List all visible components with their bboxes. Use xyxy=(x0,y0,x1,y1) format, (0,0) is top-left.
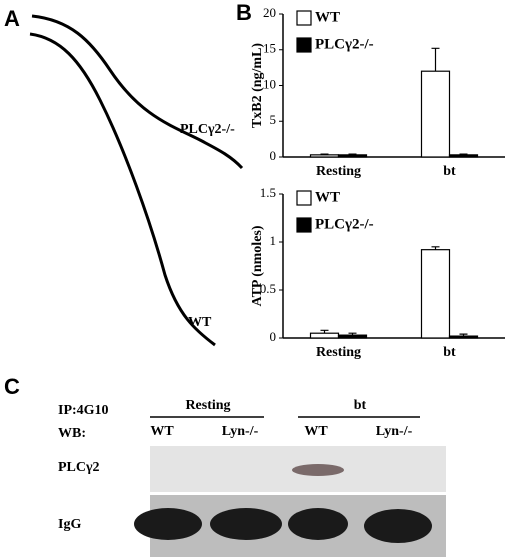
y-tick-label: 1.5 xyxy=(260,185,276,200)
y-tick-label: 20 xyxy=(263,5,276,20)
lane-label: WT xyxy=(150,424,174,439)
y-tick-label: 10 xyxy=(263,76,276,91)
band xyxy=(364,509,432,543)
panel-label: B xyxy=(236,0,252,25)
band xyxy=(292,464,344,476)
error-bar xyxy=(320,153,329,155)
legend-swatch xyxy=(296,190,312,206)
lane-label: Lyn-/- xyxy=(222,424,259,439)
bar xyxy=(420,70,451,158)
lane-label: Lyn-/- xyxy=(376,424,413,439)
band xyxy=(134,508,202,540)
band xyxy=(288,508,348,540)
bar xyxy=(337,154,368,158)
bar xyxy=(448,335,479,339)
trace xyxy=(29,32,216,347)
x-tick-label: bt xyxy=(443,164,456,179)
error-bar xyxy=(348,332,357,336)
lane-label: WT xyxy=(304,424,328,439)
y-tick-label: 5 xyxy=(270,112,277,127)
blot-label: PLCγ2 xyxy=(58,460,100,475)
trace xyxy=(31,14,244,170)
bar xyxy=(337,334,368,339)
y-axis-label: ATP (nmoles) xyxy=(250,225,265,306)
y-tick-label: 0.5 xyxy=(260,281,276,296)
legend-label: WT xyxy=(315,9,340,25)
legend-label: WT xyxy=(315,189,340,205)
error-bar xyxy=(459,333,468,337)
error-bar xyxy=(459,153,468,155)
bar xyxy=(448,154,479,158)
bar xyxy=(309,332,340,339)
group-label: Resting xyxy=(185,398,230,413)
y-tick-label: 1 xyxy=(270,233,277,248)
bar xyxy=(420,249,451,339)
legend-swatch xyxy=(296,217,312,233)
trace-label: WT xyxy=(188,315,212,330)
panel-label: A xyxy=(4,6,20,31)
x-tick-label: Resting xyxy=(316,164,361,179)
wb-label: WB: xyxy=(58,426,86,441)
y-tick-label: 0 xyxy=(270,329,277,344)
legend-label: PLCγ2-/- xyxy=(315,216,374,232)
error-bar xyxy=(431,246,440,250)
error-bar xyxy=(320,329,329,334)
group-label: bt xyxy=(354,398,367,413)
y-tick-label: 0 xyxy=(270,148,277,163)
error-bar xyxy=(431,47,440,72)
ip-label: IP:4G10 xyxy=(58,403,109,418)
legend-label: PLCγ2-/- xyxy=(315,36,374,52)
band xyxy=(210,508,282,540)
x-tick-label: Resting xyxy=(316,345,361,360)
x-tick-label: bt xyxy=(443,345,456,360)
error-bar xyxy=(348,153,357,155)
y-tick-label: 15 xyxy=(263,41,276,56)
bar xyxy=(309,154,340,158)
blot-label: IgG xyxy=(58,517,81,532)
legend-swatch xyxy=(296,10,312,26)
panel-label: C xyxy=(4,374,20,399)
y-axis-label: TxB2 (ng/mL) xyxy=(250,43,265,129)
trace-label: PLCγ2-/- xyxy=(180,122,235,137)
legend-swatch xyxy=(296,37,312,53)
